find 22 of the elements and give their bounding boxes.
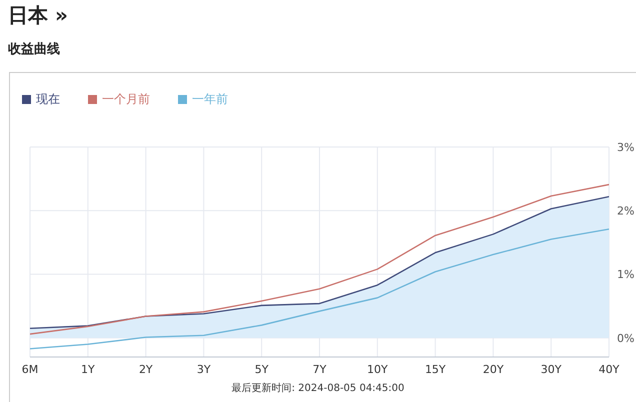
y-tick-label: 2% [617, 204, 634, 218]
legend-label: 一年前 [191, 91, 228, 108]
text: 最后更新时间: 2024-08-05 04:45:00 [230, 382, 406, 395]
chart-title: 日本 » [8, 2, 68, 29]
x-tick-label: 3Y [196, 362, 211, 376]
chart-subtitle: 收益曲线 [8, 41, 60, 58]
x-tick-label: 40Y [598, 362, 620, 376]
x-tick-label: 5Y [254, 362, 269, 376]
x-tick-label: 7Y [312, 362, 327, 376]
x-tick-label: 20Y [482, 362, 504, 376]
x-tick-label: 1Y [81, 362, 96, 376]
x-tick-label: 10Y [367, 362, 388, 376]
x-tick-label: 2Y [138, 362, 153, 376]
x-tick-label: 6M [22, 362, 38, 376]
legend-label: 现在 [35, 91, 60, 108]
y-tick-label: 3% [617, 140, 634, 154]
x-tick-label: 15Y [424, 362, 446, 376]
line-series [30, 228, 609, 350]
legend-label: 一个月前 [101, 91, 150, 108]
x-tick-label: 30Y [540, 362, 562, 376]
y-tick-label: 0% [617, 332, 634, 345]
y-tick-label: 1% [617, 268, 634, 282]
